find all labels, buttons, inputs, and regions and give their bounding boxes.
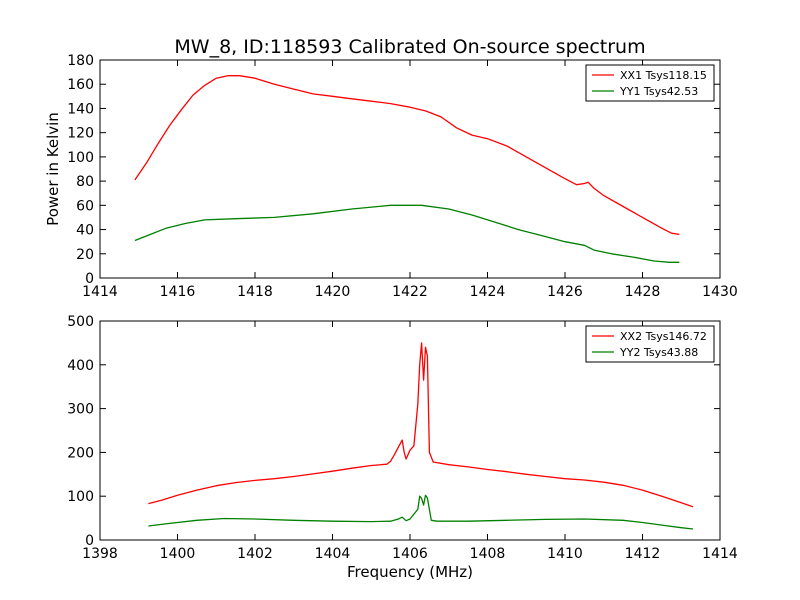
x-tick-label: 1400 (160, 546, 196, 562)
y-axis-label: Power in Kelvin (44, 112, 62, 226)
x-tick-label: 1420 (315, 284, 351, 300)
legend-entry: YY2 Tsys43.88 (619, 346, 698, 359)
figure-title: MW_8, ID:118593 Calibrated On-source spe… (174, 36, 645, 58)
y-tick-label: 140 (67, 101, 94, 117)
x-axis-label: Frequency (MHz) (347, 563, 473, 581)
y-tick-label: 100 (67, 150, 94, 166)
x-tick-label: 1428 (625, 284, 661, 300)
y-tick-label: 180 (67, 53, 94, 69)
legend: XX1 Tsys118.15 YY1 Tsys42.53 (585, 64, 715, 102)
legend-box (585, 64, 715, 102)
y-tick-label: 80 (76, 174, 94, 190)
x-tick-label: 1408 (470, 546, 506, 562)
y-tick-label: 160 (67, 77, 94, 93)
y-tick-label: 40 (76, 223, 94, 239)
legend-entry: XX2 Tsys146.72 (620, 330, 707, 343)
x-tick-label: 1416 (160, 284, 196, 300)
legend-box (585, 325, 715, 363)
series-line-xx (134, 75, 680, 236)
y-tick-label: 200 (67, 445, 94, 461)
y-tick-label: 100 (67, 489, 94, 505)
x-tick-label: 1422 (392, 284, 428, 300)
y-tick-label: 20 (76, 247, 94, 263)
y-tick-label: 60 (76, 198, 94, 214)
x-tick-label: 1426 (547, 284, 583, 300)
upper-spectrum-panel: 1414 1416 1418 1420 1422 1424 1426 1428 1430 0 20 4… (44, 53, 738, 300)
y-tick-label: 400 (67, 358, 94, 374)
x-tick-label: 1410 (547, 546, 583, 562)
series-line-yy (148, 494, 693, 530)
x-tick-label: 1424 (470, 284, 506, 300)
x-tick-label: 1414 (82, 284, 118, 300)
x-tick-label: 1430 (702, 284, 738, 300)
x-tick-label: 1402 (237, 546, 273, 562)
lower-spectrum-panel: 1398 1400 1402 1404 1406 1408 1410 1412 1414 0 100… (67, 314, 738, 562)
x-tick-label: 1418 (237, 284, 273, 300)
x-tick-label: 1414 (702, 546, 738, 562)
x-tick-label: 1398 (82, 546, 118, 562)
series-line-yy (134, 204, 680, 263)
y-tick-label: 0 (85, 533, 94, 549)
x-tick-label: 1404 (315, 546, 351, 562)
series-line-xx (148, 342, 694, 508)
y-tick-label: 300 (67, 402, 94, 418)
legend-entry: XX1 Tsys118.15 (620, 69, 707, 82)
y-tick-label: 500 (67, 314, 94, 330)
y-tick-label: 120 (67, 126, 94, 142)
y-tick-label: 0 (85, 271, 94, 287)
x-tick-label: 1406 (392, 546, 428, 562)
legend-entry: YY1 Tsys42.53 (619, 85, 698, 98)
legend: XX2 Tsys146.72 YY2 Tsys43.88 (585, 325, 715, 363)
x-tick-label: 1412 (625, 546, 661, 562)
